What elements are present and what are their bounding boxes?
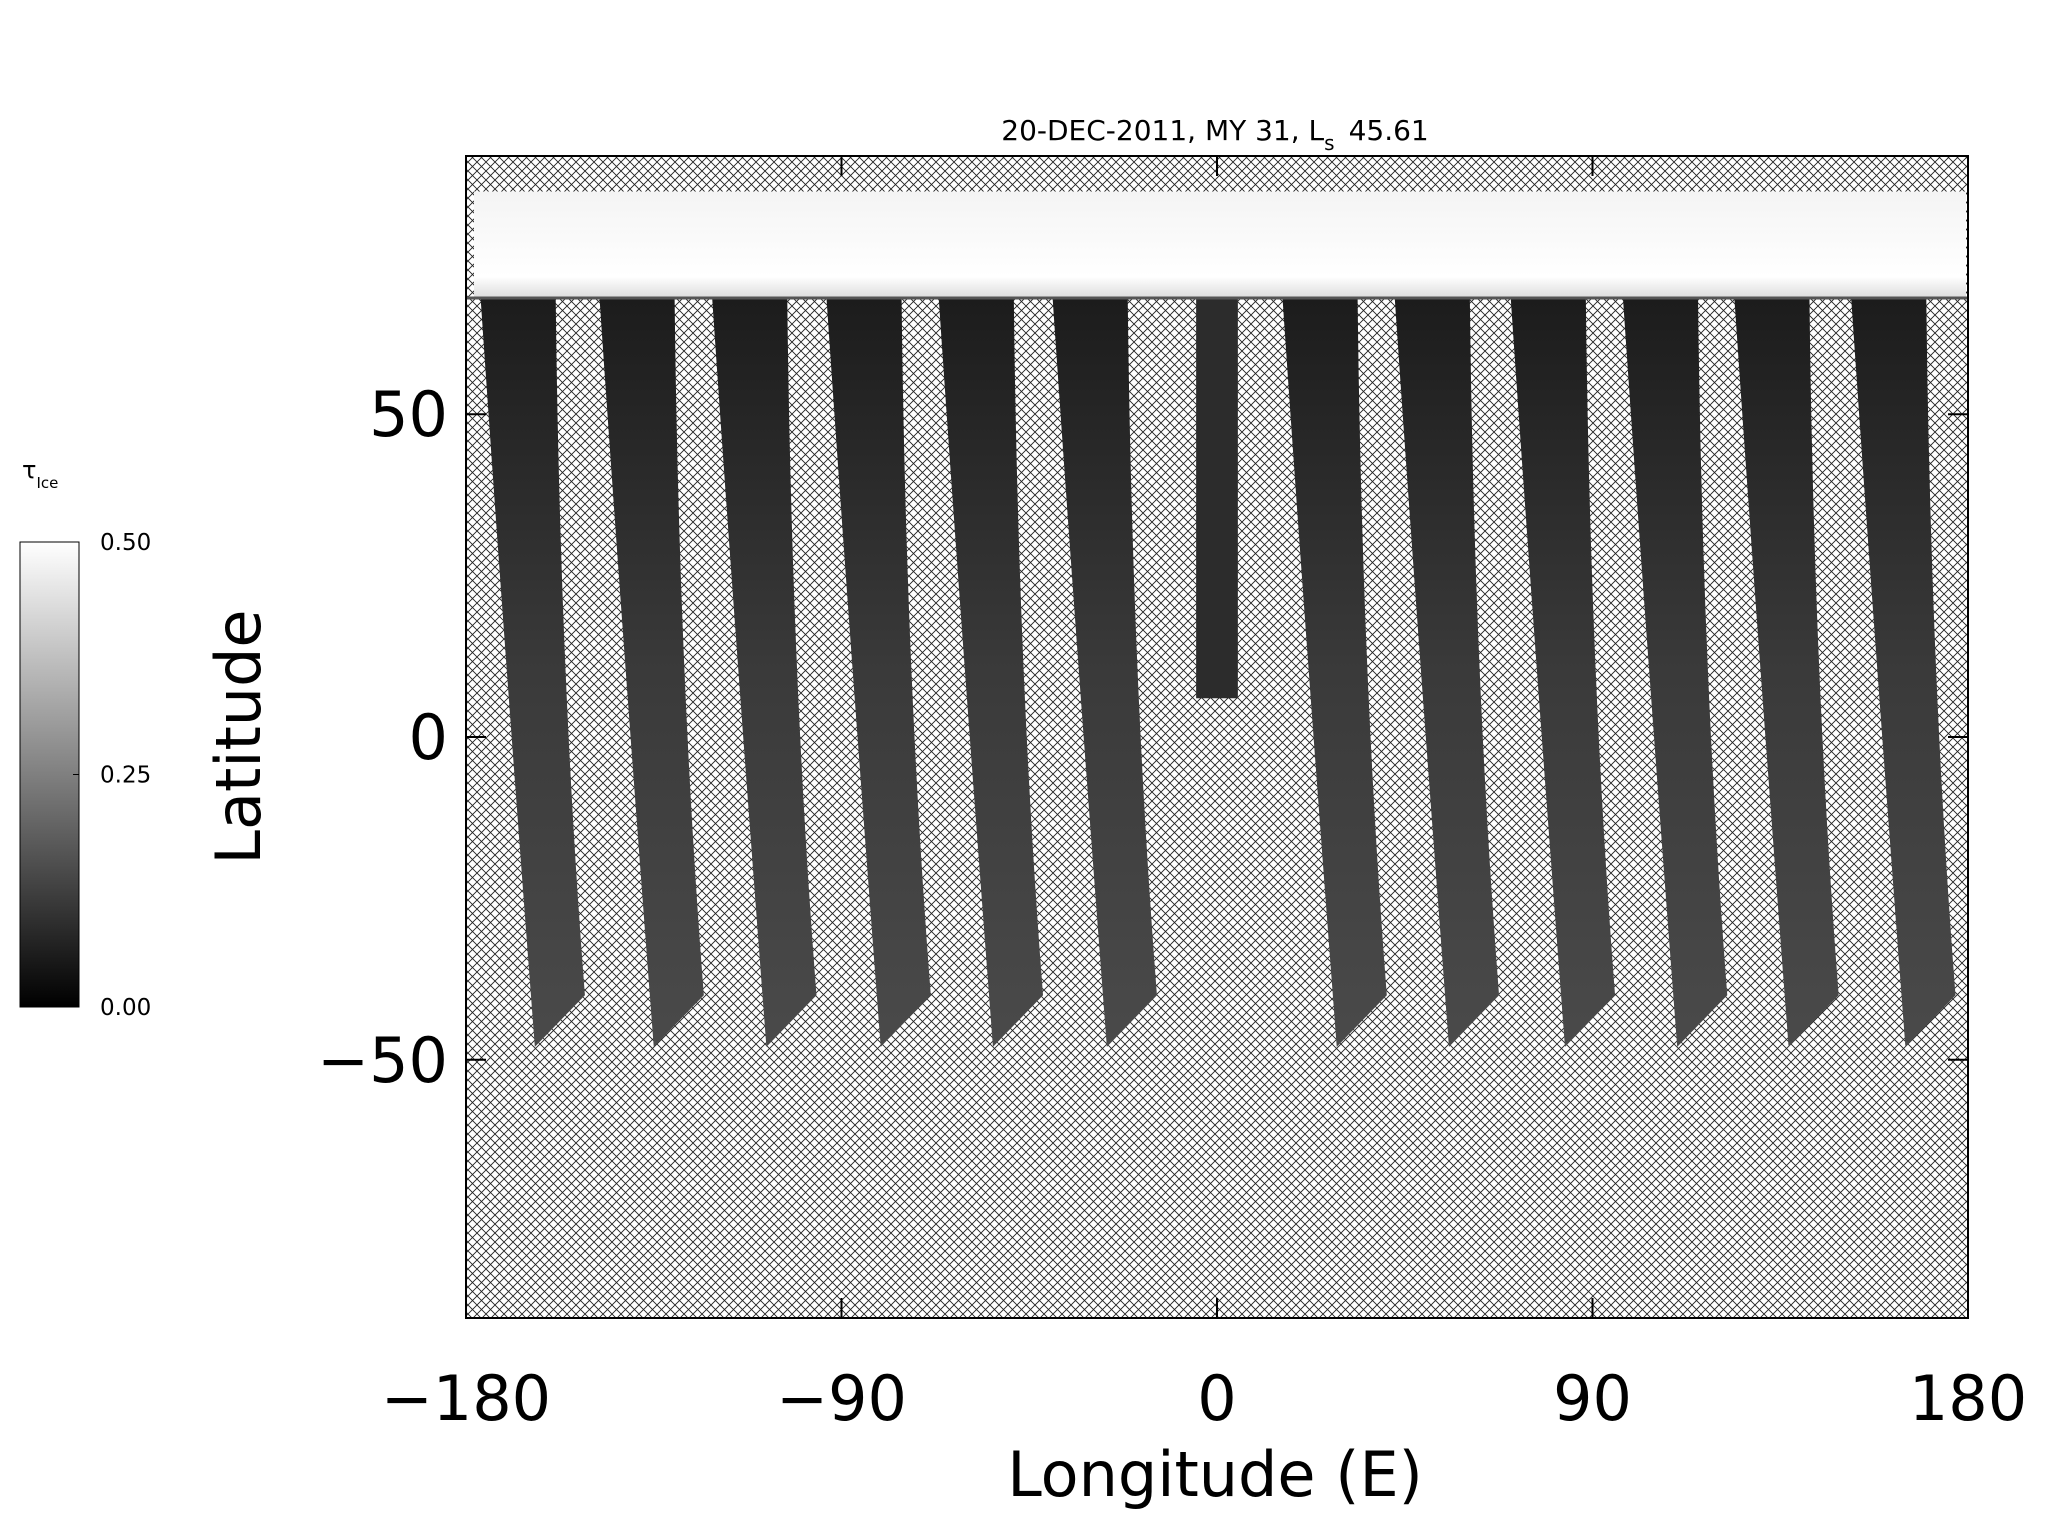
y-tick-label: −50 — [317, 1024, 448, 1097]
swath — [1734, 298, 1839, 1047]
swath — [480, 298, 585, 1047]
swath — [1622, 298, 1728, 1047]
y-tick-label: 0 — [409, 701, 448, 774]
swath — [1851, 298, 1956, 1047]
x-tick-label: −180 — [381, 1362, 551, 1435]
polar-band — [474, 191, 1966, 299]
swath — [1052, 298, 1157, 1047]
colorbar-symbol: τ — [22, 456, 36, 484]
colorbar-tick-label: 0.25 — [100, 763, 151, 789]
y-tick-label: 50 — [369, 378, 448, 451]
colorbar-tick-label: 0.00 — [100, 995, 151, 1021]
swath — [712, 298, 817, 1047]
swath — [1282, 298, 1387, 1047]
swath — [1394, 298, 1500, 1047]
title-subscript: s — [1324, 131, 1334, 155]
x-tick-label: 0 — [1197, 1362, 1236, 1435]
x-tick-label: 90 — [1553, 1362, 1632, 1435]
swath — [1510, 298, 1616, 1047]
y-axis-label: Latitude — [202, 609, 275, 864]
swath — [938, 298, 1044, 1047]
swath — [599, 298, 704, 1047]
plot-area — [465, 155, 1969, 1319]
title-suffix: 45.61 — [1349, 114, 1429, 147]
x-tick-label: −90 — [776, 1362, 907, 1435]
colorbar — [19, 541, 80, 1008]
swath — [826, 298, 931, 1047]
chart-title: 20-DEC-2011, MY 31, Ls 45.61 — [1001, 114, 1428, 155]
colorbar-subscript: Ice — [36, 474, 58, 492]
x-axis-label: Longitude (E) — [1007, 1438, 1423, 1511]
x-tick-label: 180 — [1909, 1362, 2027, 1435]
colorbar-tick-label: 0.50 — [100, 530, 151, 556]
swath — [1196, 298, 1238, 699]
colorbar-label: τIce — [22, 456, 58, 492]
title-text: 20-DEC-2011, MY 31, L — [1001, 114, 1324, 147]
